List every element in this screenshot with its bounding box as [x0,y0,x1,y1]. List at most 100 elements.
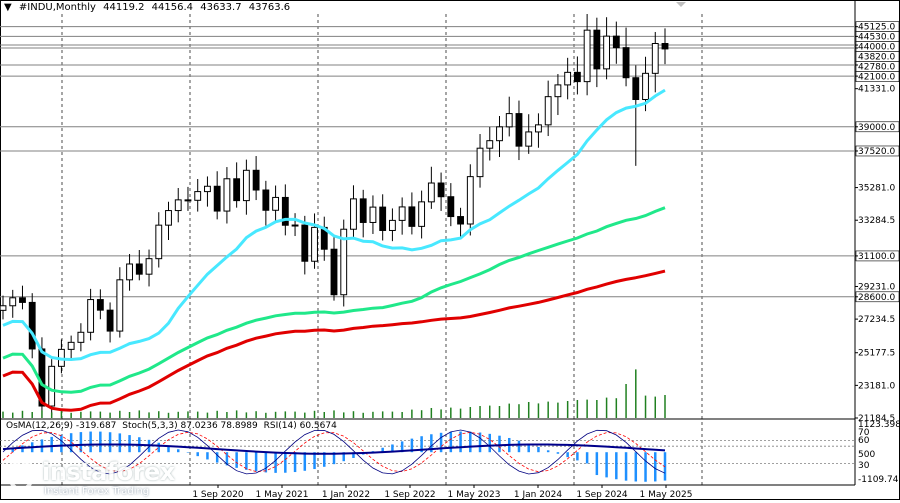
candle-body-15 [145,258,153,275]
price-axis-label-9: 35281.0 [858,184,895,194]
price-axis-label-0: 45125.0 [858,23,895,33]
price-axis-label-2: 44000.0 [858,43,895,53]
stoch-label: Stoch(5,3,3) 87.0236 78.8989 [122,421,258,431]
indicator-axis-label-3: 500 [858,450,875,460]
candle-body-64 [622,47,630,79]
candle-body-46 [447,196,455,218]
candle-body-3 [28,301,36,350]
chart-shift-icon [676,2,686,7]
candle-body-10 [96,299,104,311]
candle-body-9 [87,299,95,333]
candle-body-36 [350,198,357,230]
candle-body-30 [291,224,299,227]
candle-body-11 [106,309,114,332]
stoch-signal-line [2,431,666,473]
price-axis-label-11: 31100.0 [858,252,895,262]
watermark-brand: instaforex [42,458,175,486]
candle-body-37 [359,198,367,223]
candle-body-13 [126,263,133,281]
candle-body-68 [661,43,669,50]
candle-body-49 [476,147,484,178]
candle-body-62 [603,35,611,70]
candle-body-31 [301,224,309,262]
candle-body-56 [544,96,552,126]
osma-label: OsMA(12,26,9) -319.687 [6,421,117,431]
high-value: 44156.4 [151,2,194,13]
price-axis-label-14: 27234.5 [858,315,895,325]
candle-body-43 [418,201,426,227]
watermark-tagline: Instant Forex Trading [44,486,150,497]
candle-body-24 [233,178,241,202]
price-axis-label-6: 41331.0 [858,85,895,95]
indicator-axis-label-2: 60 [858,436,870,446]
candle-body-39 [379,206,387,231]
stoch-main-line [2,429,666,475]
candle-body-54 [525,131,533,147]
candle-body-42 [408,206,416,227]
watermark: instaforex Instant Forex Trading [4,456,180,498]
time-axis-label-3: 1 Sep 2022 [384,490,435,500]
candle-body-34 [330,248,338,296]
candle-body-5 [48,365,56,407]
candle-body-35 [340,228,348,296]
candle-body-14 [135,263,143,275]
close-value: 43763.6 [248,2,291,13]
price-axis-label-13: 28600.0 [858,293,895,303]
candle-body-67 [651,43,659,74]
candle-body-18 [174,199,182,212]
time-axis-label-5: 1 Jan 2024 [514,490,562,500]
candle-body-26 [252,169,260,191]
candle-body-45 [437,182,445,198]
candle-body-7 [67,341,75,350]
time-axis-label-0: 1 Sep 2020 [192,490,244,500]
candle-body-22 [213,185,221,212]
candle-body-50 [486,140,494,149]
candle-body-51 [496,126,503,142]
rsi-label: RSI(14) 60.5674 [263,421,337,431]
candle-body-19 [184,199,192,202]
rsi-line [2,443,666,455]
price-axis-label-4: 42780.0 [858,63,895,73]
price-axis-label-1: 44530.0 [858,33,895,43]
candle-body-61 [593,29,601,70]
candle-body-66 [642,72,649,101]
time-axis-label-6: 1 Sep 2024 [576,490,628,500]
indicator-header: OsMA(12,26,9) -319.687 Stoch(5,3,3) 87.0… [6,421,340,431]
ma-mid-line [2,206,666,394]
indicator-axis-label-0: 1123.398 [858,420,900,430]
candle-body-2 [19,297,26,303]
candle-body-53 [515,113,523,147]
candle-body-1 [9,297,17,307]
price-axis-label-3: 43820.0 [858,53,895,63]
price-axis-label-5: 42100.0 [858,73,895,83]
price-axis-label-10: 33284.5 [858,216,895,226]
candle-body-47 [457,216,464,225]
candle-body-60 [583,29,591,83]
candle-body-23 [223,178,231,212]
price-axis-label-7: 39000.0 [858,123,895,133]
ma-slow-line [2,269,666,412]
symbol-label: #INDU,Monthly [18,2,96,13]
candle-body-21 [204,185,211,193]
ma-fast-line [2,88,666,362]
candle-body-20 [194,191,202,201]
instaforex-logo-icon [6,460,36,490]
candle-body-40 [388,219,396,231]
candle-body-12 [116,279,124,332]
candle-body-32 [311,226,318,262]
time-axis-label-4: 1 May 2023 [448,490,501,500]
candle-body-41 [398,206,406,221]
candle-body-44 [427,182,435,203]
price-axis-label-8: 37520.0 [858,147,895,157]
dropdown-icon[interactable]: ▼ [4,2,12,13]
indicator-axis-label-4: 30 [858,461,870,471]
candle-body-57 [554,84,562,98]
candle-body-27 [262,189,270,211]
candle-body-59 [573,71,581,83]
candle-body-25 [242,169,250,202]
time-axis-label-1: 1 May 2021 [256,490,309,500]
price-axis-label-15: 25177.5 [858,349,895,359]
level-tag-5 [855,71,900,82]
